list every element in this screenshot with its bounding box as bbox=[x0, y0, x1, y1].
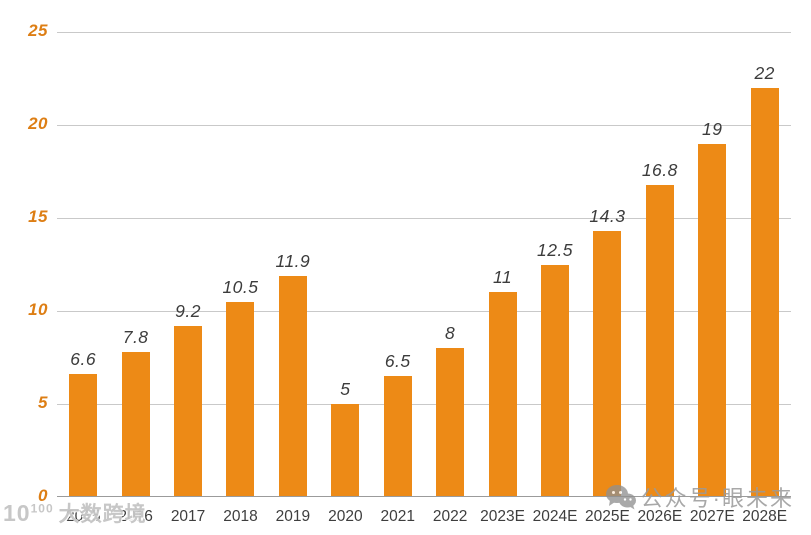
x-tick-label: 2015 bbox=[65, 508, 101, 525]
bar-2016: 7.8 bbox=[121, 327, 150, 497]
gridline bbox=[57, 311, 791, 312]
bar-slot: 6.5 bbox=[372, 32, 424, 497]
bar-2028E: 22 bbox=[750, 63, 779, 497]
bar-2023E: 11 bbox=[488, 267, 517, 497]
x-tick-label: 2026E bbox=[637, 508, 683, 525]
bar-2027E: 19 bbox=[698, 119, 727, 497]
gridline bbox=[57, 125, 791, 126]
bar-slot: 22 bbox=[738, 32, 790, 497]
bar-slot: 19 bbox=[686, 32, 738, 497]
x-tick-label: 2024E bbox=[532, 508, 578, 525]
bar-slot: 9.2 bbox=[162, 32, 214, 497]
bar-2020: 5 bbox=[331, 379, 360, 497]
bar-2021: 6.5 bbox=[383, 351, 412, 497]
y-tick-label: 20 bbox=[28, 114, 48, 133]
x-tick-label: 2022 bbox=[432, 508, 468, 525]
bar-value-label: 9.2 bbox=[175, 300, 201, 321]
bar-series: 6.6 7.8 9.2 10.5 11.9 5 6.5 8 11 12.5 14.3 16.8 19 22 bbox=[57, 32, 791, 497]
gridline bbox=[57, 404, 791, 405]
x-tick-label: 2020 bbox=[328, 508, 363, 525]
plot-area: 6.6 7.8 9.2 10.5 11.9 5 6.5 8 11 12.5 14.3 16.8 19 22 bbox=[57, 32, 791, 497]
bar-value-label: 11.9 bbox=[275, 250, 311, 271]
bar-value-label: 7.8 bbox=[122, 326, 149, 347]
bar-value-label: 6.5 bbox=[384, 351, 411, 372]
bar-value-label: 6.6 bbox=[70, 349, 97, 370]
bar-value-label: 12.5 bbox=[536, 239, 574, 260]
bar-slot: 11 bbox=[476, 32, 528, 497]
y-axis: 0 5 10 15 20 25 bbox=[0, 21, 48, 505]
x-tick-label: 2028E bbox=[742, 508, 788, 525]
x-axis: 2015 2016 2017 2018 2019 2020 2021 2022 2023E 202… bbox=[57, 504, 791, 530]
bar-slot: 10.5 bbox=[214, 32, 266, 497]
bar-slot: 8 bbox=[424, 32, 476, 497]
bar-2019: 11.9 bbox=[276, 251, 310, 497]
bar-value-label: 11 bbox=[492, 267, 513, 288]
bar-value-label: 16.8 bbox=[641, 159, 678, 180]
bar-slot: 7.8 bbox=[109, 32, 161, 497]
bar-2024E: 12.5 bbox=[537, 240, 573, 497]
x-tick-label: 2019 bbox=[275, 508, 311, 525]
bar-value-label: 5 bbox=[340, 379, 351, 399]
bar-slot: 11.9 bbox=[267, 32, 319, 497]
bar-value-label: 19 bbox=[702, 118, 723, 139]
x-tick-label: 2018 bbox=[223, 508, 258, 525]
bar-slot: 16.8 bbox=[634, 32, 686, 497]
x-tick-label: 2016 bbox=[118, 508, 153, 525]
y-tick-label: 0 bbox=[38, 486, 48, 505]
x-tick-label: 2027E bbox=[689, 508, 735, 525]
bar-2026E: 16.8 bbox=[642, 160, 677, 497]
bar-slot: 14.3 bbox=[581, 32, 633, 497]
x-tick-label: 2025E bbox=[585, 508, 630, 525]
y-tick-label: 25 bbox=[28, 21, 48, 40]
bar-2018: 10.5 bbox=[222, 277, 258, 497]
bar-2015: 6.6 bbox=[69, 349, 98, 497]
bar-value-label: 10.5 bbox=[222, 276, 259, 297]
bar-value-label: 14.3 bbox=[589, 206, 626, 227]
bar-2022: 8 bbox=[436, 323, 465, 497]
bar-slot: 12.5 bbox=[529, 32, 581, 497]
x-tick-label: 2023E bbox=[480, 508, 525, 525]
bar-value-label: 22 bbox=[754, 62, 775, 83]
gridline bbox=[57, 218, 791, 219]
x-tick-label: 2017 bbox=[170, 508, 206, 525]
y-tick-label: 5 bbox=[38, 393, 48, 412]
y-tick-label: 15 bbox=[28, 207, 48, 226]
bar-2017: 9.2 bbox=[174, 301, 203, 497]
bar-slot: 5 bbox=[319, 32, 371, 497]
y-tick-label: 10 bbox=[28, 300, 48, 319]
gridline bbox=[57, 32, 791, 33]
bar-slot: 6.6 bbox=[57, 32, 109, 497]
bar-2025E: 14.3 bbox=[589, 206, 625, 497]
x-axis-line bbox=[57, 496, 791, 497]
x-tick-label: 2021 bbox=[380, 508, 415, 525]
bar-value-label: 8 bbox=[445, 323, 456, 344]
